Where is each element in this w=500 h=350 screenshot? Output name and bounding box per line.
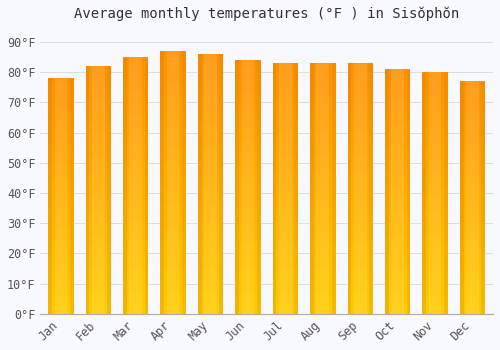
- Title: Average monthly temperatures (°F ) in Sisŏphŏn: Average monthly temperatures (°F ) in Si…: [74, 7, 460, 21]
